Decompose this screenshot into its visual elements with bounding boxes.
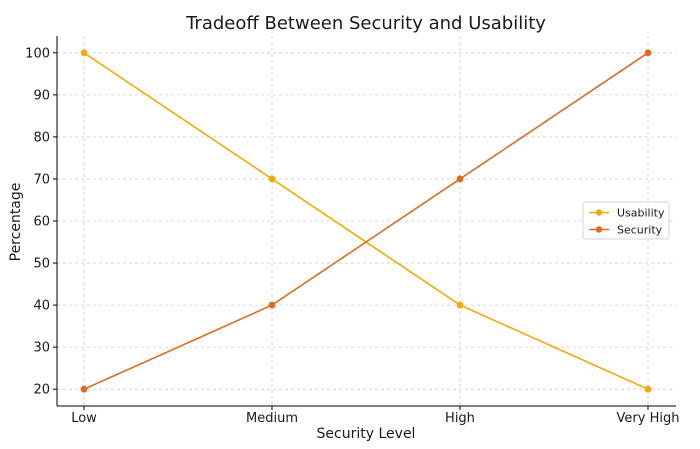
y-tick-label: 70: [33, 172, 50, 187]
x-tick-label: Very High: [617, 411, 680, 426]
data-point-usability: [644, 385, 652, 393]
data-point-usability: [268, 175, 276, 183]
series: [80, 49, 652, 393]
legend-item-security: Security: [589, 224, 663, 237]
data-point-security: [268, 301, 276, 309]
y-tick-label: 60: [33, 215, 50, 230]
grid: [57, 36, 676, 406]
y-tick-label: 80: [33, 130, 50, 145]
legend: Usability Security: [582, 201, 670, 240]
legend-item-usability: Usability: [589, 207, 665, 220]
y-tick-label: 50: [33, 257, 50, 272]
y-tick-label: 40: [33, 299, 50, 314]
y-tick-label: 30: [33, 341, 50, 356]
y-axis-ticks: 20 30 40 50 60 70 80 90 100: [25, 46, 57, 398]
legend-label: Usability: [617, 207, 665, 220]
data-point-security: [80, 385, 88, 393]
y-axis-label: Percentage: [8, 183, 24, 262]
series-line-security: [83, 52, 649, 390]
data-point-usability: [80, 49, 88, 57]
x-tick-label: High: [445, 411, 475, 426]
y-tick-label: 20: [33, 383, 50, 398]
legend-swatch-marker: [595, 209, 603, 216]
legend-swatch-marker: [595, 226, 603, 233]
data-point-usability: [456, 301, 464, 309]
series-security: [80, 49, 652, 393]
x-tick-label: Low: [71, 411, 97, 426]
x-axis-ticks: Low Medium High Very High: [71, 406, 679, 426]
data-point-security: [456, 175, 464, 183]
chart-title: Tradeoff Between Security and Usability: [185, 13, 546, 34]
y-tick-label: 90: [33, 88, 50, 103]
legend-label: Security: [617, 224, 663, 237]
y-tick-label: 100: [25, 46, 50, 61]
x-axis-label: Security Level: [317, 426, 416, 442]
data-point-security: [644, 49, 652, 57]
x-tick-label: Medium: [246, 411, 298, 426]
